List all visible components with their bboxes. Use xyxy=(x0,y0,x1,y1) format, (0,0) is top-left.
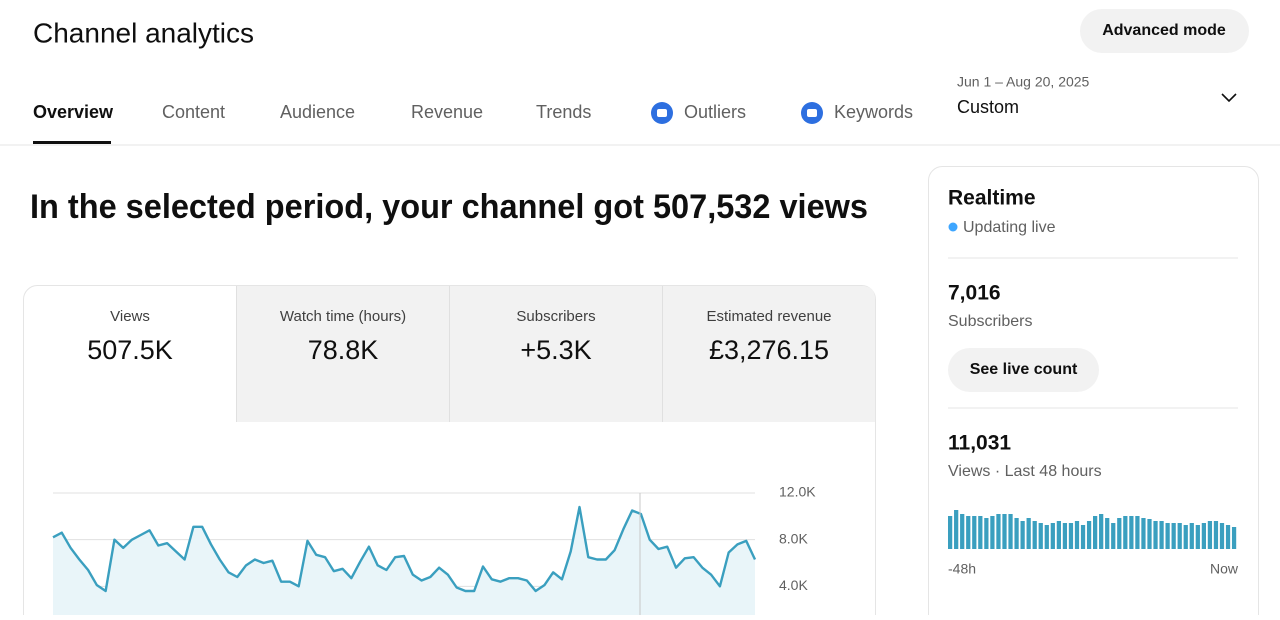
metric-label: Views xyxy=(110,308,150,325)
metric-tabs: Views 507.5K Watch time (hours) 78.8K Subscr… xyxy=(87,308,831,365)
date-range: Jun 1 – Aug 20, 2025 xyxy=(957,74,1090,90)
page-title: Channel analytics xyxy=(33,17,254,48)
bar xyxy=(1068,523,1074,549)
advanced-mode-button[interactable] xyxy=(1080,9,1249,53)
bar xyxy=(1008,514,1013,549)
bar xyxy=(1086,521,1092,549)
bar xyxy=(1207,521,1213,549)
bar xyxy=(1062,523,1068,549)
tab[interactable]: Revenue xyxy=(411,102,483,122)
x-start-label: -48h xyxy=(948,561,976,577)
bar xyxy=(1038,523,1043,549)
realtime-card xyxy=(928,166,1259,620)
dropdown-chevron[interactable] xyxy=(1221,93,1237,103)
bar xyxy=(1189,523,1194,549)
tab[interactable]: Outliers xyxy=(684,102,746,122)
bar xyxy=(1074,521,1080,549)
live-status: Updating live xyxy=(963,219,1056,236)
bar xyxy=(1159,521,1164,549)
tab[interactable]: Content xyxy=(162,102,225,122)
y-tick-label: 4.0K xyxy=(779,577,808,593)
subscriber-count: 7,016 xyxy=(948,282,1001,305)
metric-value: 507.5K xyxy=(87,335,173,365)
metric-value: 78.8K xyxy=(308,335,379,365)
bar xyxy=(1201,523,1206,549)
metric-label: Watch time (hours) xyxy=(280,308,406,325)
bar xyxy=(1231,527,1237,549)
bar xyxy=(1080,525,1086,549)
bar xyxy=(1135,516,1140,549)
metric-label: Estimated revenue xyxy=(706,308,831,325)
bar xyxy=(1171,523,1176,549)
x-end-label: Now xyxy=(1210,561,1239,577)
y-tick-label: 8.0K xyxy=(779,530,808,546)
bar xyxy=(1153,521,1158,549)
bar xyxy=(1099,514,1104,549)
bar xyxy=(1050,523,1055,549)
headline: In the selected period, your channel got… xyxy=(30,188,868,226)
live-dot xyxy=(948,222,958,232)
bar xyxy=(1032,521,1037,549)
bar xyxy=(1147,519,1152,549)
bar xyxy=(1111,523,1116,549)
bar xyxy=(1014,518,1019,549)
metric-tabs-bg xyxy=(236,286,875,422)
y-tick-label: 12.0K xyxy=(779,484,816,500)
bar xyxy=(1129,516,1134,549)
bar xyxy=(972,516,977,549)
tab[interactable]: Trends xyxy=(536,102,591,122)
bar xyxy=(1195,525,1200,549)
bar xyxy=(960,514,965,549)
subscriber-label: Subscribers xyxy=(948,313,1032,330)
bar xyxy=(1123,516,1128,549)
bar xyxy=(1020,521,1025,549)
bar xyxy=(1177,523,1182,549)
line xyxy=(52,505,757,593)
tab[interactable]: Keywords xyxy=(834,102,913,122)
bar xyxy=(1141,518,1146,549)
bar xyxy=(1056,521,1061,549)
bar xyxy=(954,510,959,549)
bar xyxy=(1213,521,1219,549)
views-label: Views · Last 48 hours xyxy=(948,463,1102,480)
date-preset[interactable]: Custom xyxy=(957,97,1019,117)
tab[interactable]: Audience xyxy=(280,102,355,122)
advanced-mode-label: Advanced mode xyxy=(1102,22,1226,39)
bar xyxy=(1165,523,1170,549)
live-count-button[interactable] xyxy=(948,348,1099,392)
bar xyxy=(1105,518,1110,549)
bar xyxy=(1044,525,1049,549)
tab-icon-glyph xyxy=(657,109,667,117)
tab-icon-glyph xyxy=(807,109,817,117)
bar xyxy=(1183,525,1188,549)
metric-label: Subscribers xyxy=(516,308,595,325)
bar xyxy=(1093,516,1098,549)
realtime-bars xyxy=(948,510,1237,549)
metric-value: +5.3K xyxy=(520,335,591,365)
bar xyxy=(1219,523,1225,549)
tab-bar: Overview Content Audience Revenue Trends… xyxy=(33,102,913,124)
bar xyxy=(1117,518,1122,549)
live-count-label: See live count xyxy=(970,361,1078,378)
bar xyxy=(1002,514,1007,549)
bar xyxy=(948,516,953,549)
metric-value: £3,276.15 xyxy=(709,335,829,365)
tab[interactable]: Overview xyxy=(33,102,114,122)
realtime-title: Realtime xyxy=(948,187,1036,210)
bar xyxy=(966,516,971,549)
bar xyxy=(1225,525,1231,549)
bar xyxy=(984,518,989,549)
tab-underline xyxy=(33,141,111,144)
bar xyxy=(1026,518,1031,549)
bar xyxy=(990,516,995,549)
line-area xyxy=(53,507,755,620)
views-chart: 12.0K 8.0K 4.0K xyxy=(52,484,816,620)
bar xyxy=(978,516,983,549)
views-count: 11,031 xyxy=(948,432,1011,455)
bar xyxy=(996,514,1001,549)
